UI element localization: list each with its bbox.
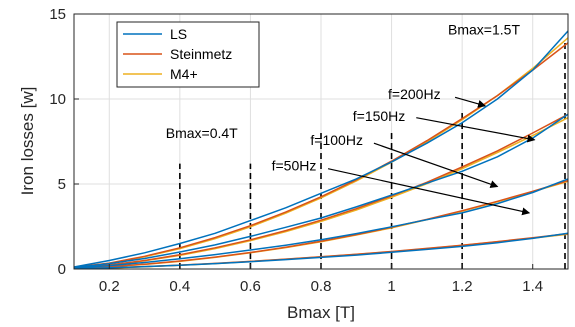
x-tick-label-5: 1.2 <box>452 278 473 295</box>
y-tick-label-0: 0 <box>58 261 66 278</box>
annotation-label-1: Bmax=1.5T <box>448 21 520 37</box>
annotation-arrow-3 <box>416 117 536 143</box>
x-tick-label-4: 1 <box>387 278 395 295</box>
annotation-arrow-2 <box>454 96 487 108</box>
series-line-steinmetz-100hz <box>73 179 569 269</box>
legend-label-ls: LS <box>170 26 187 42</box>
legend: LS Steinmetz M4+ <box>116 21 260 88</box>
y-tick-label-2: 10 <box>49 91 66 108</box>
annotation-label-2: f=200Hz <box>388 86 441 102</box>
annotation-label-4: f=100Hz <box>310 132 363 148</box>
annotation-label-3: f=150Hz <box>353 108 406 124</box>
annotation-label-5: f=50Hz <box>272 157 317 173</box>
x-tick-label-0: 0.2 <box>99 278 120 295</box>
bmax-markers <box>179 42 566 269</box>
annotation-arrow-4 <box>373 142 499 189</box>
series-line-ls-150hz <box>73 113 569 269</box>
series-line-steinmetz-150hz <box>73 113 569 269</box>
series-line-ls-50hz <box>73 232 569 270</box>
annotation-arrow-5 <box>327 168 531 216</box>
x-tick-label-1: 0.4 <box>169 278 190 295</box>
annotations: Bmax=0.4T Bmax=1.5T f=200Hz f=150Hz f=100Hz f… <box>166 21 536 216</box>
x-tick-label-3: 0.8 <box>311 278 332 295</box>
legend-label-steinmetz: Steinmetz <box>170 46 232 62</box>
axis-ticks: 0.2 0.4 0.6 0.8 1 1.2 1.4 0 5 10 15 <box>49 6 543 295</box>
legend-label-m4plus: M4+ <box>170 66 198 82</box>
y-tick-label-1: 5 <box>58 176 66 193</box>
y-axis-title: Iron losses [w] <box>18 87 37 196</box>
x-tick-label-6: 1.4 <box>522 278 543 295</box>
series-line-ls-100hz <box>73 178 569 269</box>
x-tick-label-2: 0.6 <box>240 278 261 295</box>
y-tick-label-3: 15 <box>49 6 66 23</box>
annotation-label-0: Bmax=0.4T <box>166 125 238 141</box>
x-axis-title: Bmax [T] <box>287 303 355 322</box>
